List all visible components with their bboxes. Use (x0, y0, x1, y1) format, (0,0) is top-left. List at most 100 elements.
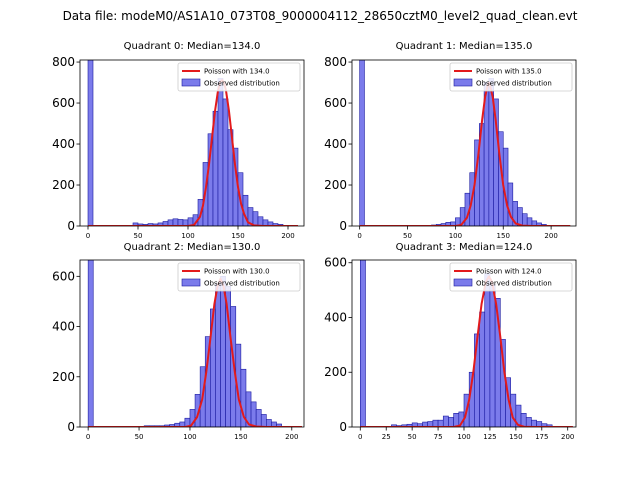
histogram-bar (217, 78, 224, 226)
legend-label-observed: Observed distribution (204, 80, 280, 88)
figure-suptitle: Data file: modeM0/AS1A10_073T08_90000041… (63, 9, 578, 23)
legend-bar-swatch (181, 278, 201, 287)
subplot-title: Quadrant 1: Median=135.0 (396, 41, 533, 52)
x-tick-label: 175 (535, 433, 548, 441)
histogram-bar (276, 423, 282, 427)
y-tick-label: 600 (324, 96, 347, 110)
y-tick-label: 0 (67, 420, 75, 434)
histogram-bar (522, 213, 528, 226)
legend-frame (177, 262, 301, 292)
x-tick-label: 25 (382, 433, 391, 441)
subplot-quadrant-1: Quadrant 1: Median=135.0 0 200 400 600 800 0 5… (324, 41, 577, 240)
plot-area (359, 60, 571, 226)
histogram-bar (525, 417, 532, 427)
legend-label-poisson: Poisson with 124.0 (476, 268, 542, 276)
x-tick-label: 100 (183, 433, 196, 441)
y-tick-label: 800 (52, 55, 75, 69)
x-tick-label: 125 (483, 433, 496, 441)
legend-frame (449, 62, 573, 92)
histogram-bar (250, 401, 257, 427)
x-tick-label: 0 (357, 232, 361, 240)
subplot-quadrant-3: Quadrant 3: Median=124.0 0 200 400 600 0 25 50… (324, 242, 577, 441)
legend: Poisson with 134.0 Observed distribution (177, 62, 301, 92)
legend-label-observed: Observed distribution (204, 280, 280, 288)
legend-frame (449, 262, 573, 292)
histogram-bar (215, 283, 221, 427)
subplot-quadrant-2: Quadrant 2: Median=130.0 0 200 400 600 0 50 10… (52, 242, 305, 441)
x-tick-label: 0 (86, 232, 90, 240)
subplot-title: Quadrant 3: Median=124.0 (396, 242, 533, 253)
y-tick-label: 200 (52, 178, 75, 192)
legend-label-observed: Observed distribution (476, 280, 552, 288)
legend-bar-swatch (453, 78, 473, 87)
y-tick-label: 400 (324, 137, 347, 151)
x-tick-label: 100 (449, 232, 462, 240)
x-tick-label: 75 (434, 433, 443, 441)
histogram-bar (517, 207, 523, 226)
y-tick-label: 400 (52, 320, 75, 334)
x-tick-label: 100 (181, 232, 194, 240)
x-tick-label: 200 (281, 232, 294, 240)
histogram-bar (442, 415, 449, 427)
legend-bar-swatch (453, 278, 473, 287)
histogram-bar (484, 273, 491, 427)
histogram-bar (520, 413, 527, 427)
y-tick-label: 200 (324, 365, 347, 379)
histogram-bar (257, 216, 264, 226)
x-tick-label: 150 (234, 433, 247, 441)
axes-frame (79, 59, 305, 227)
legend-bar-swatch (181, 78, 201, 87)
histogram-bar (489, 284, 496, 427)
x-tick-label: 100 (457, 433, 470, 441)
y-tick-label: 600 (324, 256, 347, 270)
histogram-bar (266, 419, 272, 427)
y-tick-label: 200 (324, 178, 347, 192)
poisson-fit-line (88, 79, 298, 226)
legend-label-poisson: Poisson with 130.0 (204, 268, 270, 276)
x-tick-label: 0 (358, 433, 362, 441)
x-tick-label: 150 (231, 232, 244, 240)
histogram-bar (526, 217, 533, 226)
histogram-bar (448, 417, 454, 427)
legend: Poisson with 124.0 Observed distribution (449, 262, 573, 292)
x-tick-label: 200 (285, 433, 298, 441)
x-tick-label: 200 (544, 232, 557, 240)
axes-frame (351, 59, 577, 227)
histogram-bar (222, 98, 229, 226)
x-tick-label: 50 (408, 433, 417, 441)
y-tick-label: 600 (52, 269, 75, 283)
histogram-bar (172, 218, 179, 226)
histogram-bar (479, 311, 486, 427)
histogram-bar (252, 211, 259, 226)
legend-frame (177, 62, 301, 92)
axes-frame (79, 259, 305, 428)
x-tick-label: 150 (509, 433, 522, 441)
histogram-bar (437, 419, 444, 427)
x-tick-label: 200 (561, 433, 574, 441)
histogram-bar (260, 414, 267, 427)
histogram-bar (255, 409, 262, 427)
y-tick-label: 0 (67, 219, 75, 233)
x-tick-label: 50 (134, 232, 143, 240)
subplot-quadrant-0: Quadrant 0: Median=134.0 0 200 400 600 800 0 5… (52, 41, 305, 240)
y-tick-label: 400 (324, 310, 347, 324)
legend-label-poisson: Poisson with 134.0 (204, 68, 270, 76)
y-tick-label: 200 (52, 370, 75, 384)
histogram-bar (87, 60, 94, 226)
x-tick-label: 50 (403, 232, 412, 240)
legend: Poisson with 135.0 Observed distribution (449, 62, 573, 92)
subplot-title: Quadrant 2: Median=130.0 (124, 242, 261, 253)
x-tick-label: 150 (497, 232, 510, 240)
x-tick-label: 0 (86, 433, 90, 441)
legend-label-poisson: Poisson with 135.0 (476, 68, 542, 76)
y-tick-label: 600 (52, 96, 75, 110)
histogram-bar (432, 419, 439, 427)
subplot-title: Quadrant 0: Median=134.0 (124, 41, 261, 52)
legend: Poisson with 130.0 Observed distribution (177, 262, 301, 292)
histogram-bar (453, 413, 460, 427)
x-tick-label: 50 (135, 433, 144, 441)
histogram-bar (359, 60, 365, 226)
histogram-bar (546, 424, 553, 427)
histogram-bar (87, 260, 94, 427)
legend-label-observed: Observed distribution (476, 80, 552, 88)
